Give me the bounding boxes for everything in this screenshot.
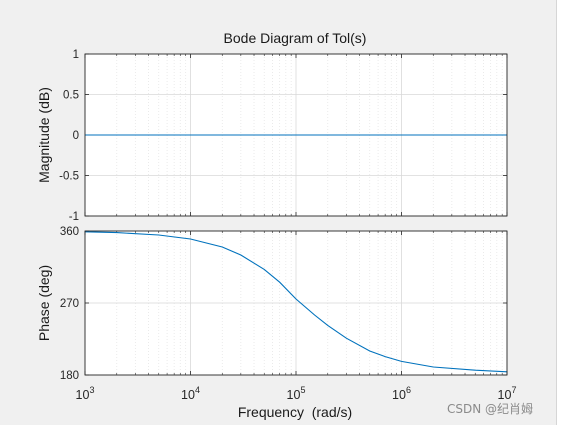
phase-curve	[84, 231, 508, 373]
x-tick-label: 103	[76, 385, 95, 402]
x-tick-label: 107	[498, 385, 517, 402]
x-tick-exponent: 3	[89, 385, 94, 395]
axes-box	[84, 230, 508, 376]
x-tick-base: 10	[181, 388, 195, 402]
y-tick-label: 1	[73, 49, 79, 61]
magnitude-panel: -1 -0.5 0 0.5 1 Magnitude (dB)	[36, 49, 508, 223]
magnitude-axis-label: Magnitude (dB)	[36, 87, 52, 183]
x-tick-labels: 103 104 105 106 107	[76, 385, 517, 402]
y-tick-label: -0.5	[59, 171, 79, 183]
x-tick-label: 106	[392, 385, 411, 402]
y-tick-label: 0.5	[63, 90, 79, 102]
window-border	[556, 0, 557, 425]
y-tick-label: 0	[73, 130, 79, 142]
x-axis-label: Frequency (rad/s)	[238, 404, 352, 420]
phase-panel: 180 270 360 Phase (deg)	[36, 226, 508, 382]
x-tick-exponent: 6	[406, 385, 411, 395]
y-tick-label: 360	[60, 226, 79, 238]
y-tick-label: 180	[60, 370, 79, 382]
window-edge	[557, 0, 563, 425]
x-tick-exponent: 5	[300, 385, 305, 395]
watermark: CSDN @纪肖姆	[447, 402, 534, 416]
x-tick-base: 10	[76, 388, 90, 402]
x-tick-label: 104	[181, 385, 200, 402]
y-tick-label: -1	[69, 211, 79, 223]
chart-title: Bode Diagram of Tol(s)	[224, 30, 367, 46]
x-tick-base: 10	[392, 388, 406, 402]
phase-axis-label: Phase (deg)	[36, 265, 52, 341]
x-tick-base: 10	[498, 388, 512, 402]
y-tick-label: 270	[60, 298, 79, 310]
x-tick-label: 105	[287, 385, 306, 402]
x-tick-exponent: 4	[195, 385, 200, 395]
x-tick-exponent: 7	[511, 385, 516, 395]
x-tick-base: 10	[287, 388, 301, 402]
axes-box	[84, 53, 508, 217]
